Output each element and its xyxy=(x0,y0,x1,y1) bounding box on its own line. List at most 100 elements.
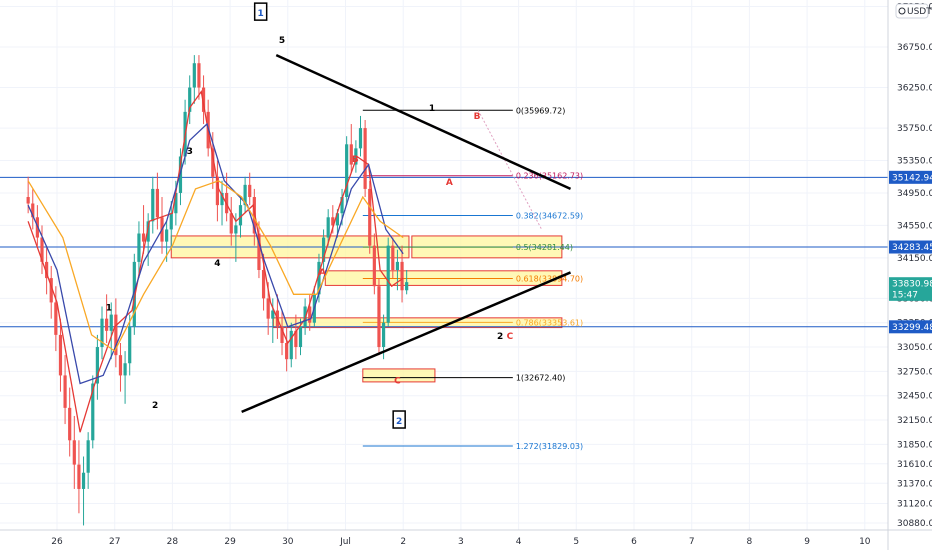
candle-body xyxy=(141,233,146,242)
candle-body xyxy=(220,192,224,206)
settings-icon[interactable] xyxy=(898,7,906,15)
y-tick-label: 31120.00 xyxy=(897,500,932,510)
x-tick-label: 9 xyxy=(804,537,810,547)
candle-body xyxy=(165,229,169,242)
price-tag xyxy=(889,277,932,291)
ema-line xyxy=(27,180,404,353)
candle-body xyxy=(372,245,376,287)
price-tag xyxy=(889,170,932,184)
wave-label: 2 xyxy=(152,401,158,411)
price-tag-label: 34283.45 xyxy=(892,243,932,253)
x-tick-label: 7 xyxy=(689,537,695,547)
x-tick-label: 2 xyxy=(400,537,406,547)
fib-label: 0.382(34672.59) xyxy=(516,211,583,220)
candle-body xyxy=(109,314,113,331)
candle-body xyxy=(340,197,344,214)
wave-label: A xyxy=(446,178,453,188)
candle-body xyxy=(45,261,49,279)
price-tag xyxy=(889,287,932,301)
candle-body xyxy=(105,318,109,331)
x-tick-label: Jul xyxy=(339,537,351,547)
trendline xyxy=(275,53,572,191)
fib-label: 0.786(33353.61) xyxy=(516,318,583,327)
y-tick-label: 34950.00 xyxy=(897,189,932,199)
y-tick-label: 34150.00 xyxy=(897,254,932,264)
wave-box-label: 2 xyxy=(396,417,402,427)
candle-body xyxy=(192,63,196,88)
x-tick-label: 4 xyxy=(516,537,522,547)
candle-body xyxy=(77,464,81,489)
candle-body xyxy=(377,286,381,348)
candle-body xyxy=(86,440,90,473)
ema-line xyxy=(27,89,404,433)
fib-guide xyxy=(477,110,543,230)
currency-badge[interactable]: USDT xyxy=(895,3,932,19)
candle-body xyxy=(132,261,136,327)
candle-body xyxy=(40,237,44,262)
candle-body xyxy=(128,326,132,364)
candle-body xyxy=(386,245,390,323)
candle-body xyxy=(238,205,243,226)
fib-label: 0.5(34281.44) xyxy=(516,243,573,252)
candle-body xyxy=(54,302,58,335)
price-tag xyxy=(889,240,932,254)
x-tick-label: 10 xyxy=(859,537,871,547)
candle-body xyxy=(197,63,201,88)
candle-body xyxy=(257,233,261,270)
candle-body xyxy=(381,322,386,348)
candle-body xyxy=(395,261,400,270)
x-tick-label: 26 xyxy=(51,537,63,547)
price-tag-label: 15:47 xyxy=(892,290,918,300)
candle-body xyxy=(252,197,256,234)
candle-body xyxy=(95,347,99,384)
candle-body xyxy=(63,375,67,408)
candle-body xyxy=(146,221,150,242)
wave-label: B xyxy=(352,155,359,165)
candle-body xyxy=(49,278,53,303)
wave-label: 1 xyxy=(429,104,435,114)
candle-body xyxy=(317,261,321,295)
candle-body xyxy=(188,87,192,112)
candle-body xyxy=(151,188,155,222)
price-tag xyxy=(889,320,932,334)
x-axis[interactable]: 26 27 28 29 30 Jul 2 3 4 5 6 7 8 9 10 xyxy=(0,529,932,547)
x-tick-label: 8 xyxy=(747,537,753,547)
candle-body xyxy=(331,217,335,226)
y-axis[interactable]: 30880.00 31120.00 31370.00 31610.00 31850.00… xyxy=(887,0,932,550)
candle-body xyxy=(234,225,238,234)
x-tick-label: 3 xyxy=(458,537,464,547)
candle-body xyxy=(266,298,270,319)
candle-body xyxy=(174,192,178,214)
candle-body xyxy=(326,217,330,238)
wave-box-label: 1 xyxy=(258,9,264,19)
candle-body xyxy=(298,326,303,348)
candle-body xyxy=(123,363,127,376)
candle-body xyxy=(248,184,252,198)
wave-box xyxy=(392,410,406,429)
candle-body xyxy=(68,407,72,441)
candle-body xyxy=(114,314,118,356)
price-tag-label: 33830.98 xyxy=(892,280,932,290)
fib-label: 0(35969.72) xyxy=(516,106,566,115)
candle-body xyxy=(400,261,404,291)
candle-body xyxy=(308,306,312,323)
candle-body xyxy=(211,148,215,177)
y-tick-label: 34550.00 xyxy=(897,221,932,231)
trendlines xyxy=(241,53,572,414)
x-tick-label: 27 xyxy=(109,537,120,547)
x-tick-label: 5 xyxy=(573,537,579,547)
wave-box xyxy=(253,2,268,21)
wave-label: A xyxy=(319,268,326,278)
candle-body xyxy=(349,144,353,165)
candle-body xyxy=(358,128,363,149)
price-tag-label: 33299.48 xyxy=(892,323,932,333)
candle-body xyxy=(137,233,141,262)
y-tick-label: 32150.00 xyxy=(897,416,932,426)
y-tick-label: 35350.00 xyxy=(897,157,932,167)
y-tick-label: 32750.00 xyxy=(897,367,932,377)
x-tick-label: 6 xyxy=(631,537,637,547)
y-tick-label: 31610.00 xyxy=(897,460,932,470)
y-tick-label: 30880.00 xyxy=(897,519,932,529)
y-tick-label: 31370.00 xyxy=(897,479,932,489)
